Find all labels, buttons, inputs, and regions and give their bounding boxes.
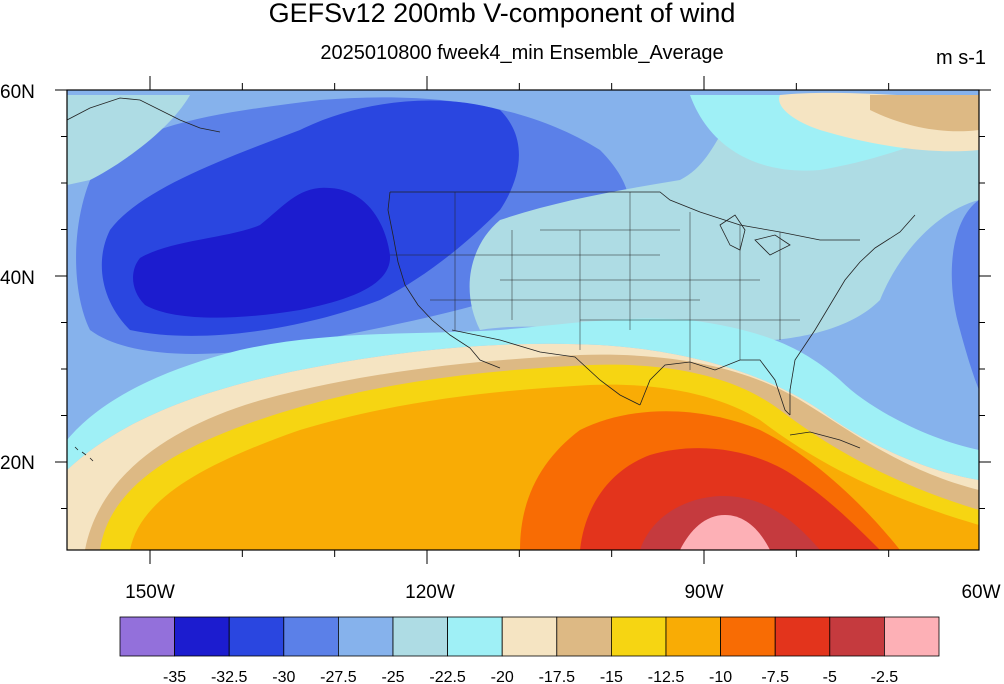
great-lakes bbox=[719, 214, 791, 256]
east-coast bbox=[789, 214, 916, 415]
axis-ticks bbox=[55, 76, 991, 564]
colorbar-label: -17.5 bbox=[539, 669, 576, 684]
colorbar-label: -25 bbox=[381, 669, 404, 684]
colorbar-swatch bbox=[392, 616, 448, 657]
lon-label-90w: 90W bbox=[684, 582, 723, 603]
lon-label-120w: 120W bbox=[405, 582, 455, 603]
colorbar-swatch bbox=[119, 616, 175, 657]
hawaii bbox=[74, 446, 94, 462]
colorbar-swatch bbox=[556, 616, 612, 657]
lon-label-150w: 150W bbox=[125, 582, 175, 603]
colorbar-label: -15 bbox=[600, 669, 623, 684]
state-lines bbox=[390, 192, 800, 370]
colorbar-swatch bbox=[720, 616, 776, 657]
band-above-minus-2-5 bbox=[680, 515, 770, 550]
colorbar-label: -12.5 bbox=[648, 669, 685, 684]
colorbar-label: -22.5 bbox=[429, 669, 466, 684]
colorbar-swatch bbox=[774, 616, 831, 657]
gulf-coast bbox=[639, 359, 791, 416]
colorbar-swatch bbox=[174, 616, 230, 657]
colorbar-swatch bbox=[611, 616, 667, 657]
colorbar-label: -2.5 bbox=[871, 669, 899, 684]
colorbar-label: -7.5 bbox=[761, 669, 789, 684]
wind-field bbox=[67, 90, 979, 550]
colorbar-label: -5 bbox=[823, 669, 837, 684]
band-minus-20-south bbox=[67, 318, 979, 480]
colorbar-swatch bbox=[501, 616, 558, 657]
us-canada-border bbox=[390, 191, 860, 241]
lon-label-60w: 60W bbox=[961, 582, 1000, 603]
colorbar-label: -32.5 bbox=[211, 669, 248, 684]
colorbar-label: -35 bbox=[163, 669, 186, 684]
colorbar: -35 -32.5 -30 -27.5 -25 -22.5 -20 -17.5 -15 -12.5… bbox=[119, 616, 940, 684]
band-right-edge bbox=[951, 200, 979, 390]
map-title: GEFSv12 200mb V-component of wind bbox=[268, 0, 736, 28]
units-label: m s-1 bbox=[936, 47, 986, 69]
colorbar-swatch bbox=[665, 616, 721, 657]
lat-label-60n: 60N bbox=[0, 82, 35, 103]
colorbar-label: -30 bbox=[272, 669, 295, 684]
colorbar-swatch bbox=[228, 616, 285, 657]
colorbar-label: -27.5 bbox=[320, 669, 357, 684]
colorbar-swatch bbox=[829, 616, 885, 657]
us-mexico-border bbox=[451, 329, 641, 406]
plot-frame bbox=[66, 89, 980, 551]
colorbar-swatch bbox=[337, 616, 394, 657]
map-subtitle: 2025010800 fweek4_min Ensemble_Average bbox=[320, 42, 724, 64]
colorbar-swatch bbox=[283, 616, 339, 657]
band-minus-22-5-west bbox=[67, 95, 190, 185]
coastline-west bbox=[387, 191, 501, 369]
colorbar-label: -10 bbox=[709, 669, 732, 684]
alaska-coast bbox=[67, 97, 221, 133]
colorbar-swatch bbox=[884, 616, 940, 657]
map-outlines bbox=[67, 97, 916, 462]
band-minus-15 bbox=[870, 95, 979, 132]
lat-label-40n: 40N bbox=[0, 268, 35, 289]
band-minus-32-5 bbox=[133, 187, 391, 318]
colorbar-swatch bbox=[447, 616, 503, 657]
colorbar-label: -20 bbox=[491, 669, 514, 684]
lat-label-20n: 20N bbox=[0, 453, 35, 474]
cuba bbox=[789, 431, 861, 449]
